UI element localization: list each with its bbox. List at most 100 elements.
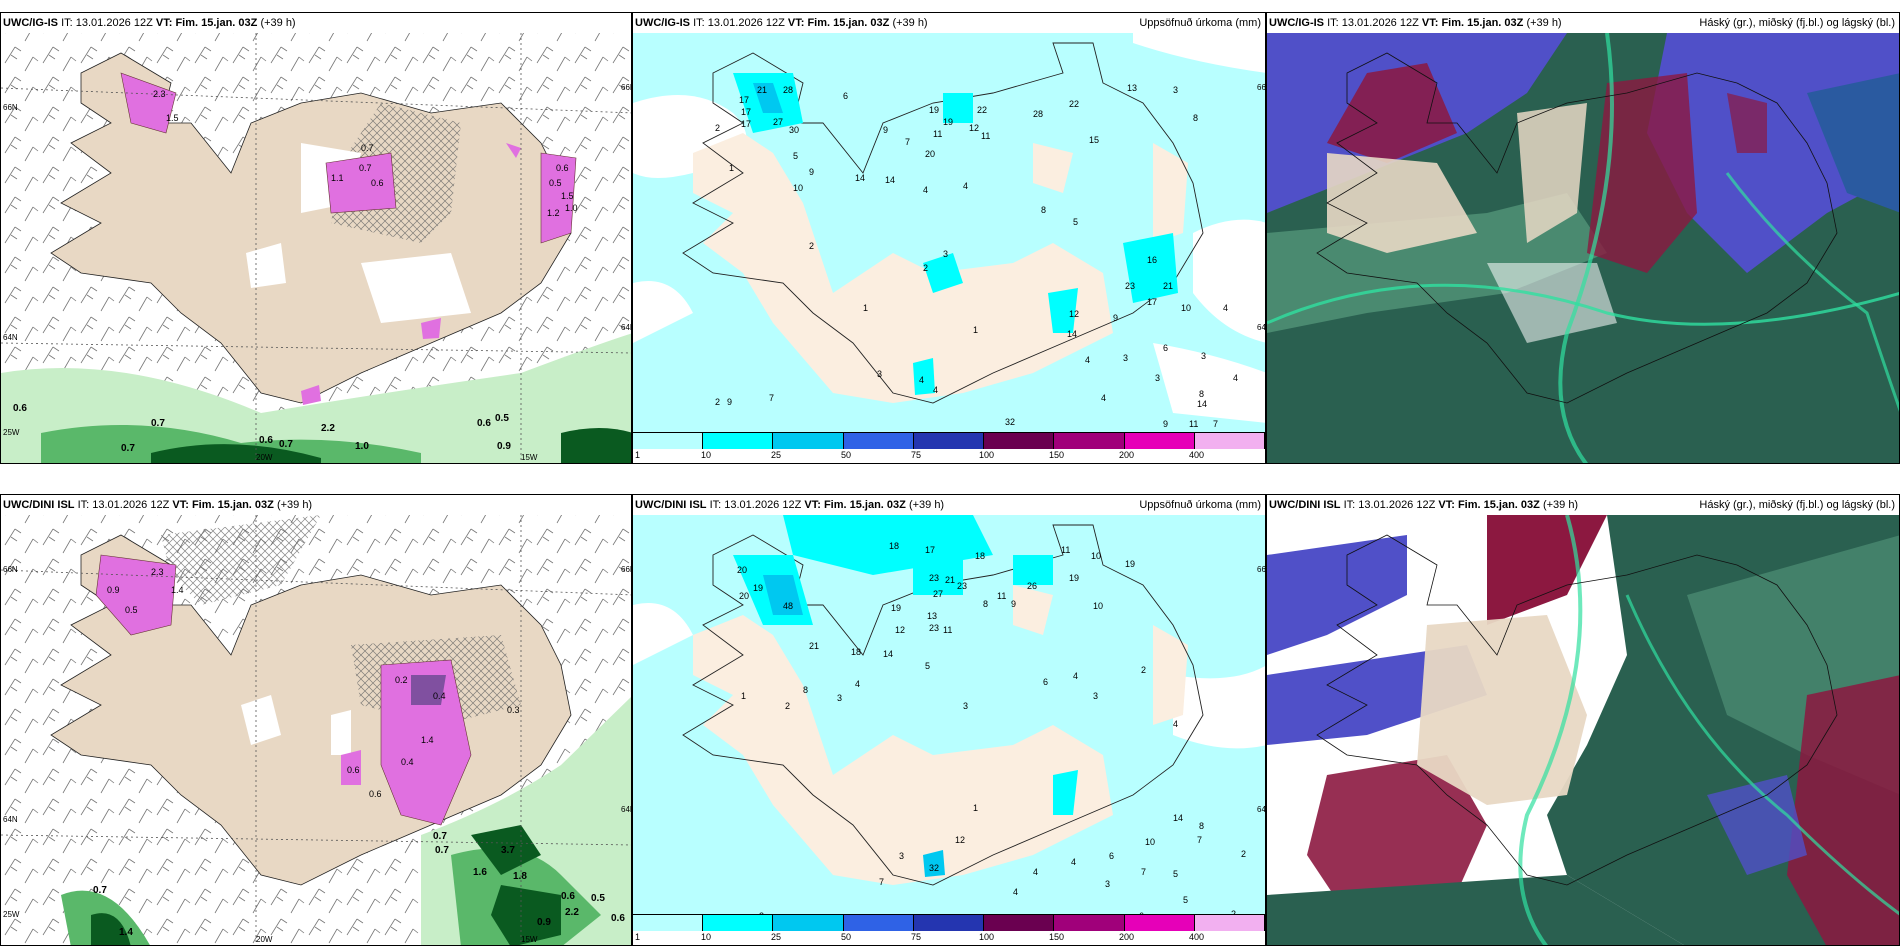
colorbar-bin [1054,433,1125,449]
vt-prefix: VT: [1421,17,1439,29]
precip-label: 4 [1223,303,1229,313]
snow-label: 0.6 [561,891,575,902]
snow-label: 1.2 [547,208,560,218]
snow-label: 0.5 [125,605,138,615]
precip-label: 32 [929,863,940,873]
precip-label: 4 [1033,867,1039,877]
precip-label: 8 [983,599,989,609]
colorbar-bin [633,433,704,449]
snow-label: 0.4 [401,757,414,767]
precip-label: 3 [1155,373,1161,383]
panel-clouds-dini: UWC/DINI ISL IT: 13.01.2026 12Z VT: Fim.… [1266,494,1900,946]
precip-label: 11 [943,625,953,635]
snow-label: 0.9 [107,585,120,595]
vt-prefix: VT: [1438,499,1455,511]
lat-label: 64N [1257,805,1266,814]
vt-prefix: VT: [172,499,189,511]
colorbar [633,432,1265,449]
it-time: 13.01.2026 12Z [707,17,785,29]
colorbar-tick: 25 [771,450,782,460]
lat-label: 64N [621,805,631,814]
colorbar-tick: 50 [841,932,852,942]
panel-header: UWC/DINI ISL IT: 13.01.2026 12Z VT: Fim.… [1,495,631,515]
precip-label: 18 [889,541,900,551]
precip-label: 23 [929,573,940,583]
precip-map [633,495,1265,945]
snow-label: 0.7 [151,418,165,429]
model-name: UWC/IG-IS [3,17,58,29]
colorbar-bin [843,915,914,931]
cloud-map [1267,495,1899,945]
precip-label: 7 [1213,419,1219,429]
snow-label: 0.4 [433,691,446,701]
precip-label: 6 [843,91,849,101]
colorbar-tick: 400 [1189,932,1205,942]
colorbar-bin [913,433,985,449]
precip-label: 14 [885,175,896,185]
panel-subtitle: Háský (gr.), miðský (fj.bl.) og lágský (… [1699,499,1895,511]
precip-label: 8 [1041,205,1047,215]
it-prefix: IT: [693,17,705,29]
precip-label: 27 [933,589,944,599]
colorbar-ticks: 1 10 25 50 75 100 150 200 400 [633,931,1265,945]
precip-label: 4 [1233,373,1239,383]
vt-time: Fim. 15.jan. 03Z [1441,17,1524,29]
it-time: 13.01.2026 12Z [1341,17,1419,29]
lat-label: 64N [3,815,18,824]
precip-label: 4 [1073,671,1079,681]
precip-label: 21 [945,575,956,585]
precip-label: 22 [977,105,988,115]
precip-label: 14 [855,173,866,183]
vt-time: Fim. 15.jan. 03Z [1457,499,1540,511]
precip-label: 7 [1141,867,1147,877]
precip-label: 2 [923,263,929,273]
precip-label: 21 [809,641,820,651]
lon-label: 25W [3,428,20,437]
snow-label: 0.6 [556,163,569,173]
precip-label: 12 [969,123,980,133]
lat-label: 64N [3,333,18,342]
precip-label: 4 [1085,355,1091,365]
lead-time: (+39 h) [276,499,313,511]
precip-label: 4 [933,385,939,395]
colorbar-tick: 1 [635,932,641,942]
colorbar-bin [703,433,774,449]
precip-label: 2 [809,241,815,251]
lead-time: (+39 h) [260,17,296,29]
vt-time: Fim. 15.jan. 03Z [823,499,906,511]
colorbar-bin [1124,915,1195,931]
precip-label: 17 [741,119,752,129]
snow-label: 0.3 [507,705,520,715]
precip-label: 17 [741,107,752,117]
lon-label: 15W [521,453,538,462]
snow-label: 1.4 [171,585,184,595]
precip-label: 2 [715,397,721,407]
precip-label: 4 [855,679,861,689]
precip-label: 1 [741,691,747,701]
panel-header: UWC/DINI ISL IT: 13.01.2026 12Z VT: Fim.… [633,495,1265,515]
precip-label: 11 [933,129,943,139]
precip-label: 3 [1123,353,1129,363]
precip-label: 9 [883,125,889,135]
precip-label: 13 [927,611,938,621]
vt-time: Fim. 15.jan. 03Z [175,17,258,29]
precip-label: 10 [793,183,804,193]
panel-header: UWC/IG-IS IT: 13.01.2026 12Z VT: Fim. 15… [1,13,631,33]
it-prefix: IT: [1327,17,1339,29]
precip-label: 7 [879,877,885,887]
precip-label: 4 [919,375,925,385]
colorbar-tick: 75 [911,932,922,942]
snow-label: 0.6 [371,178,384,188]
snow-label: 1.4 [119,927,133,938]
vt-time: Fim. 15.jan. 03Z [191,499,274,511]
colorbar-tick: 150 [1049,932,1065,942]
precip-label: 17 [1147,297,1158,307]
colorbar-bin [773,433,844,449]
lon-label: 20W [256,935,273,944]
vt-prefix: VT: [155,17,173,29]
snow-label: 0.7 [121,443,135,454]
colorbar-tick: 10 [701,450,712,460]
precip-label: 15 [1089,135,1100,145]
lat-label: 66N [1257,565,1266,574]
colorbar-ticks: 1 10 25 50 75 100 150 200 400 [633,449,1265,463]
